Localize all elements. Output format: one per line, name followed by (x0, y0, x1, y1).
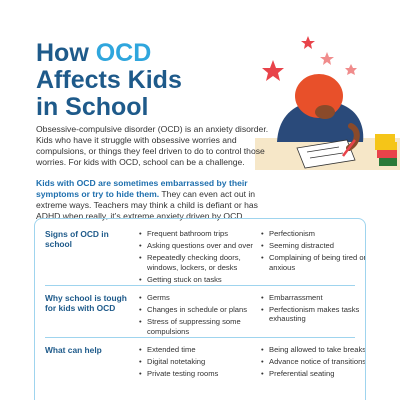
title-line-1: How OCD (36, 39, 152, 67)
row-divider (45, 337, 355, 338)
list-item: Perfectionism (261, 229, 365, 238)
book-stack (375, 142, 397, 150)
row-divider (45, 285, 355, 286)
list-item: Perfectionism makes tasks exhausting (261, 305, 365, 323)
star-icon (320, 52, 334, 65)
list-item: Asking questions over and over (139, 241, 257, 250)
star-icon (345, 64, 357, 75)
star-icon (301, 36, 315, 49)
page-title: How OCD Affects Kids in School (36, 40, 266, 121)
row-heading: Why school is tough for kids with OCD (45, 293, 127, 313)
list-item: Preferential seating (261, 369, 365, 378)
highlight-text: Kids with OCD are sometimes embarrassed … (36, 178, 248, 199)
list-item: Being allowed to take breaks (261, 345, 365, 354)
stressed-child-illustration (255, 36, 400, 170)
row-heading: What can help (45, 345, 102, 355)
worksheet (296, 139, 356, 169)
row-col-2: Being allowed to take breaks Advance not… (261, 345, 365, 382)
row-col-1: Germs Changes in schedule or plans Stres… (139, 293, 257, 339)
child-face (315, 105, 335, 119)
list-item: Private testing rooms (139, 369, 257, 378)
list-item: Digital notetaking (139, 357, 257, 366)
title-line-2: Affects Kids (36, 66, 182, 94)
star-icon (262, 60, 284, 81)
list-item: Frequent bathroom trips (139, 229, 257, 238)
list-item: Advance notice of transitions (261, 357, 365, 366)
title-line-3: in School (36, 93, 149, 121)
row-heading: Signs of OCD in school (45, 229, 109, 249)
info-table: Signs of OCD in school Frequent bathroom… (34, 218, 366, 400)
pencil-icon (342, 139, 356, 157)
list-item: Extended time (139, 345, 257, 354)
list-item: Getting stuck on tasks (139, 275, 257, 284)
row-col-2: Embarrassment Perfectionism makes tasks … (261, 293, 365, 327)
title-accent: OCD (95, 39, 152, 67)
list-item: Repeatedly checking doors, windows, lock… (139, 253, 257, 271)
child-shirt (277, 101, 364, 142)
row-col-2: Perfectionism Seeming distracted Complai… (261, 229, 365, 275)
list-item: Stress of suppressing some compulsions (139, 317, 257, 335)
list-item: Germs (139, 293, 257, 302)
list-item: Embarrassment (261, 293, 365, 302)
row-col-1: Extended time Digital notetaking Private… (139, 345, 257, 382)
highlight-paragraph: Kids with OCD are sometimes embarrassed … (36, 178, 276, 222)
list-item: Seeming distracted (261, 241, 365, 250)
intro-paragraph: Obsessive-compulsive disorder (OCD) is a… (36, 124, 269, 167)
list-item: Complaining of being tired or anxious (261, 253, 365, 271)
paragraph-rest: They can even act out in extreme ways. T… (36, 189, 258, 221)
row-col-1: Frequent bathroom trips Asking questions… (139, 229, 257, 287)
list-item: Changes in schedule or plans (139, 305, 257, 314)
